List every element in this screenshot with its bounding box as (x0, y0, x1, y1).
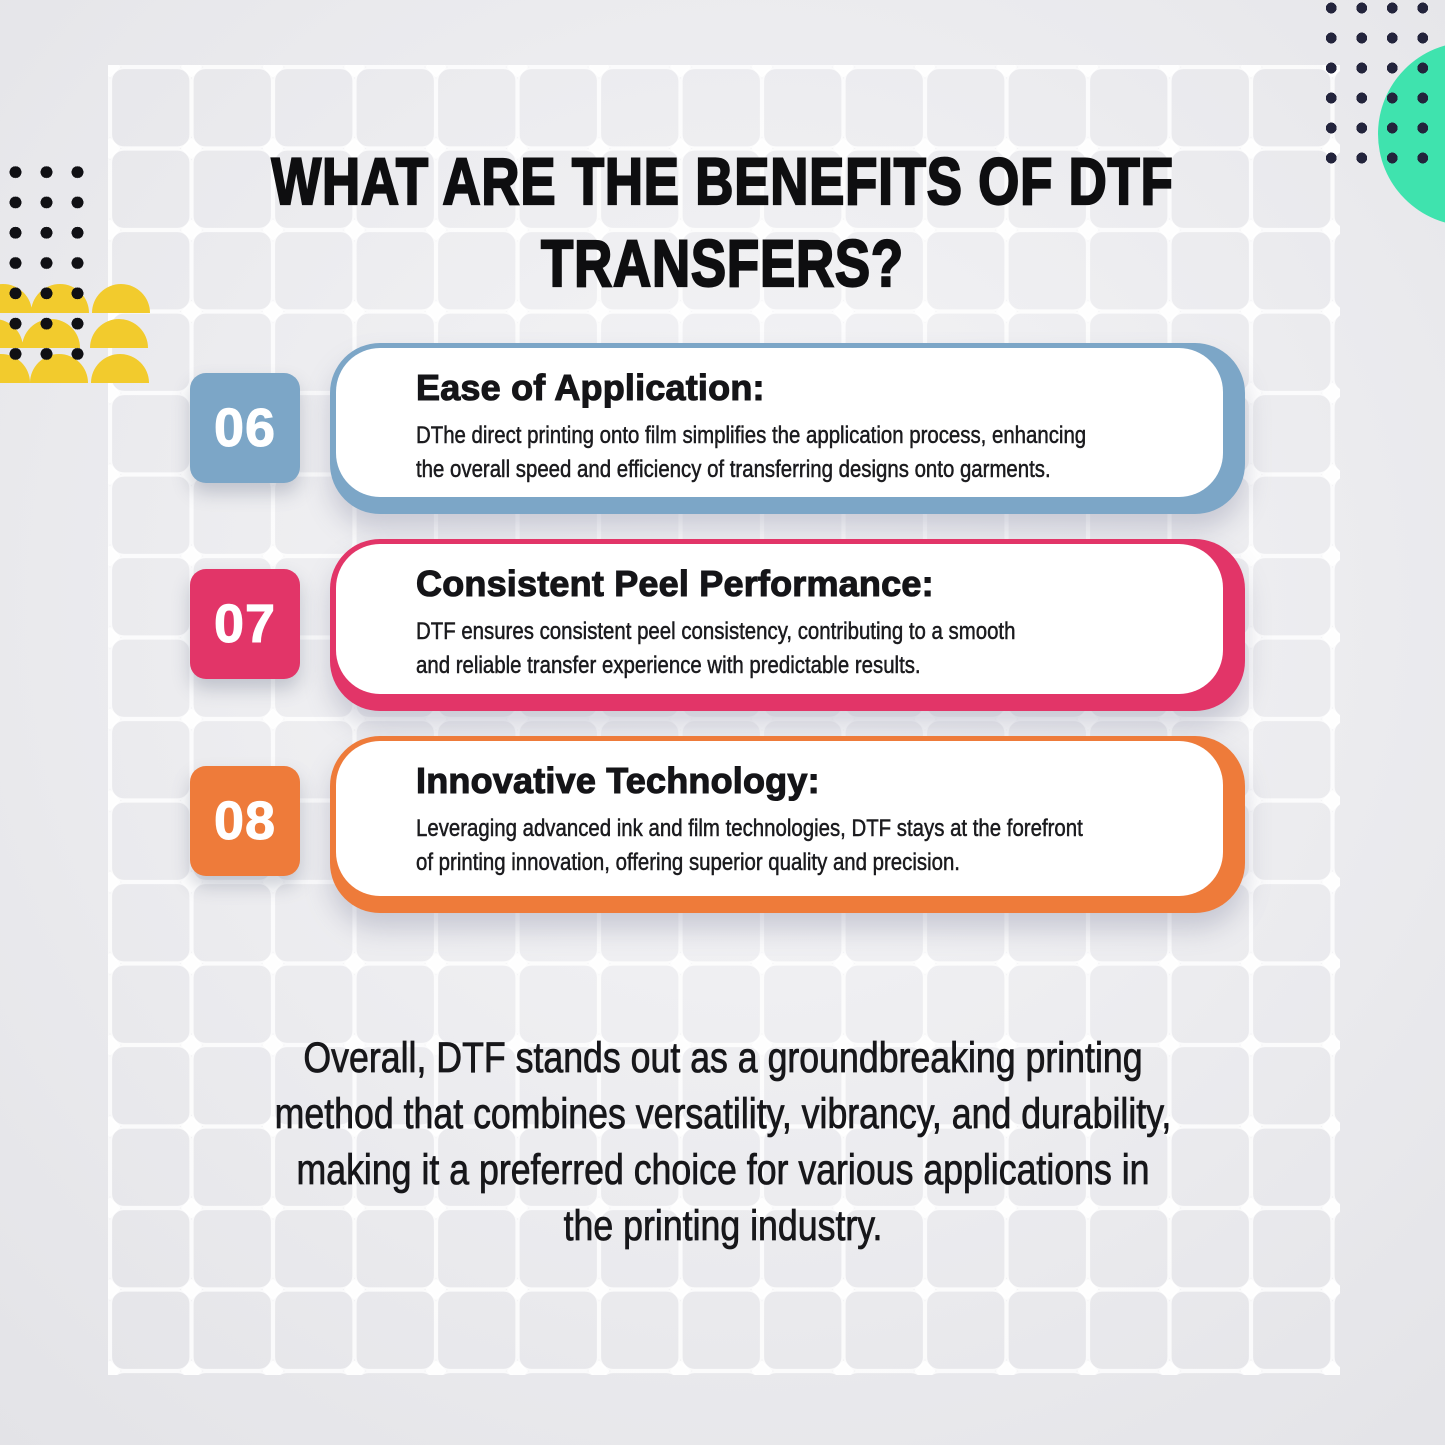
benefit-row-07: 07 Consistent Peel Performance: DTF ensu… (0, 539, 1445, 711)
benefit-number-badge: 06 (190, 373, 300, 483)
page-title: WHAT ARE THE BENEFITS OF DTF TRANSFERS? (270, 143, 1174, 301)
benefit-row-08: 08 Innovative Technology: Leveraging adv… (0, 736, 1445, 913)
benefit-description: Leveraging advanced ink and film technol… (416, 815, 1083, 876)
benefit-card-inner: Consistent Peel Performance: DTF ensures… (336, 544, 1223, 694)
dot-grid-top-right (1316, 0, 1438, 173)
benefit-row-06: 06 Ease of Application: DThe direct prin… (0, 343, 1445, 514)
dot-grid-left (0, 157, 93, 369)
benefit-title: Innovative Technology: (415, 759, 820, 801)
benefit-card: Consistent Peel Performance: DTF ensures… (330, 539, 1245, 711)
benefit-title: Consistent Peel Performance: (415, 562, 934, 604)
benefit-card-inner: Ease of Application: DThe direct printin… (336, 348, 1223, 497)
benefit-card-inner: Innovative Technology: Leveraging advanc… (336, 741, 1223, 896)
benefit-number-badge: 08 (190, 766, 300, 876)
benefit-title: Ease of Application: (415, 366, 765, 408)
benefit-card: Innovative Technology: Leveraging advanc… (330, 736, 1245, 913)
conclusion-text: Overall, DTF stands out as a groundbreak… (274, 1034, 1171, 1251)
benefit-number-badge: 07 (190, 569, 300, 679)
benefit-description: DTF ensures consistent peel consistency,… (416, 618, 1016, 679)
benefit-card: Ease of Application: DThe direct printin… (330, 343, 1245, 514)
benefit-description: DThe direct printing onto film simplifie… (416, 422, 1087, 483)
